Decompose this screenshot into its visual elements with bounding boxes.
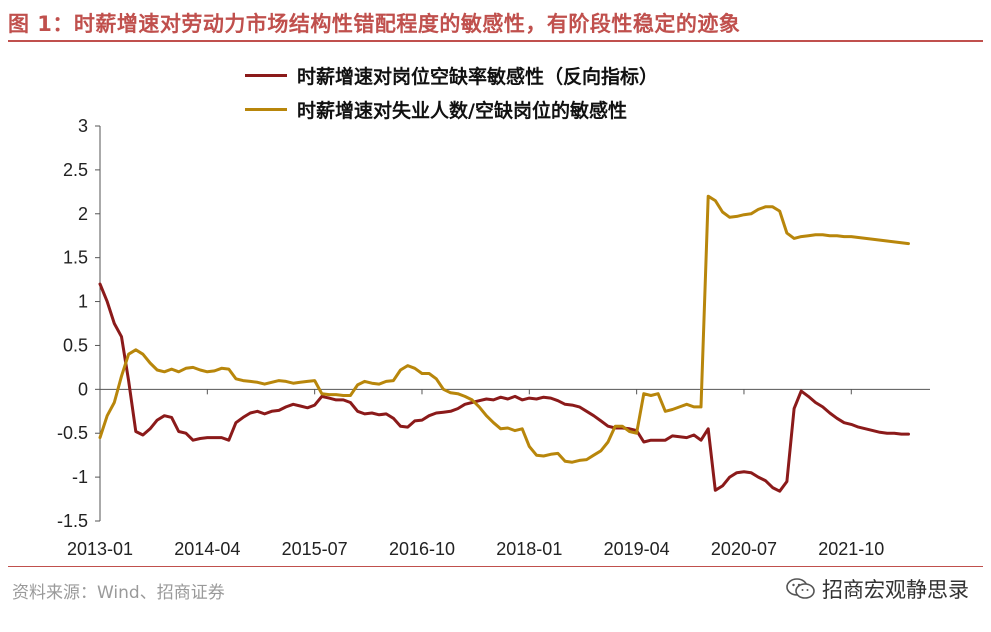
legend-label-series-2: 时薪增速对失业人数/空缺岗位的敏感性 <box>297 99 627 122</box>
y-tick-label: 2 <box>78 204 88 224</box>
y-tick-label: 3 <box>78 116 88 136</box>
watermark-text: 招商宏观静思录 <box>822 578 969 602</box>
legend-swatch-series-1 <box>245 73 287 77</box>
y-tick-label: 2.5 <box>63 160 88 180</box>
legend: 时薪增速对岗位空缺率敏感性（反向指标） 时薪增速对失业人数/空缺岗位的敏感性 <box>245 58 658 126</box>
title-divider <box>8 40 983 42</box>
wechat-icon <box>786 578 815 599</box>
series-line-1 <box>98 282 910 493</box>
x-tick-label: 2015-07 <box>282 539 348 559</box>
legend-label-series-1: 时薪增速对岗位空缺率敏感性（反向指标） <box>297 65 659 88</box>
legend-item-series-1: 时薪增速对岗位空缺率敏感性（反向指标） <box>245 58 658 92</box>
x-tick-label: 2013-01 <box>67 539 133 559</box>
legend-item-series-2: 时薪增速对失业人数/空缺岗位的敏感性 <box>245 92 658 126</box>
x-tick-label: 2016-10 <box>389 539 455 559</box>
source-note: 资料来源：Wind、招商证券 <box>12 583 225 603</box>
x-tick-label: 2018-01 <box>496 539 562 559</box>
y-tick-label: 0 <box>78 379 88 399</box>
y-tick-label: -0.5 <box>57 423 88 443</box>
x-tick-label: 2014-04 <box>174 539 240 559</box>
y-tick-label: 0.5 <box>63 335 88 355</box>
x-tick-label: 2021-10 <box>818 539 884 559</box>
y-tick-label: 1 <box>78 292 88 312</box>
y-tick-label: -1.5 <box>57 511 88 531</box>
series-line-2 <box>98 194 910 464</box>
legend-swatch-series-2 <box>245 107 287 111</box>
footer-divider <box>8 566 983 567</box>
page-title: 图 1：时薪增速对劳动力市场结构性错配程度的敏感性，有阶段性稳定的迹象 <box>8 12 741 36</box>
watermark: 招商宏观静思录 <box>786 574 969 604</box>
y-tick-label: -1 <box>72 467 88 487</box>
x-tick-label: 2019-04 <box>604 539 670 559</box>
x-tick-label: 2020-07 <box>711 539 777 559</box>
y-tick-label: 1.5 <box>63 248 88 268</box>
